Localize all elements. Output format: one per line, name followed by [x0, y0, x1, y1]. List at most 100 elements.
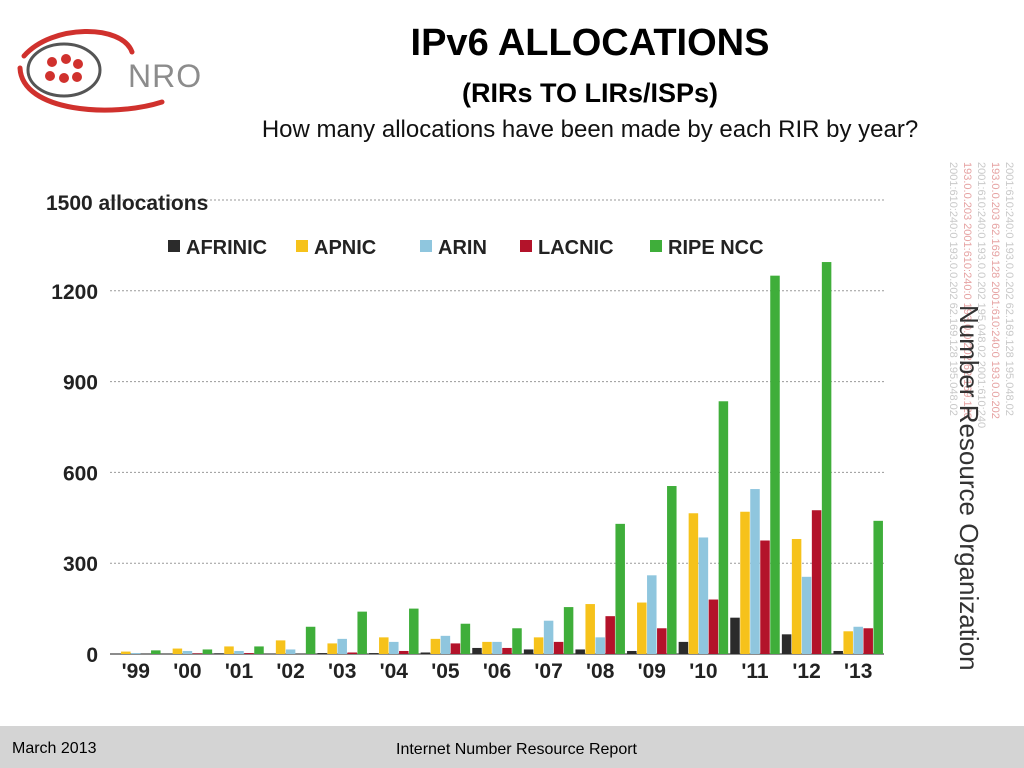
page-title: IPv6 ALLOCATIONS	[410, 22, 770, 64]
x-tick-label: '03	[328, 660, 356, 683]
bar-arin	[440, 635, 451, 654]
x-tick-label: '01	[225, 660, 254, 683]
address-line: 2001:610:240:0 193.0.0.202 62.169.128 19…	[947, 162, 959, 416]
bar-apnic	[121, 651, 131, 654]
bar-arin	[853, 626, 863, 654]
logo-ring	[26, 42, 102, 98]
bar-ripe-ncc	[770, 275, 780, 654]
legend-label: ARIN	[438, 237, 487, 259]
logo-dot	[72, 72, 82, 82]
page-question: How many allocations have been made by e…	[261, 116, 919, 143]
bar-afrinic	[523, 649, 534, 654]
address-watermark: 2001:610:240:0 193.0.0.202 62.169.128 19…	[947, 162, 1015, 428]
bar-lacnic	[657, 628, 667, 654]
org-vertical-text: Number Resource Organization	[954, 305, 984, 671]
bar-ripe-ncc	[718, 401, 729, 654]
bar-afrinic	[575, 649, 585, 654]
bar-arin	[131, 653, 141, 654]
bar-lacnic	[502, 647, 512, 654]
bar-afrinic	[214, 653, 224, 654]
bar-lacnic	[553, 641, 564, 654]
y-tick-label: 300	[63, 553, 98, 576]
bar-ripe-ncc	[563, 607, 574, 654]
legend: AFRINIC APNIC ARIN LACNIC RIPE NCC	[168, 237, 764, 259]
y-tick-label: 0	[86, 644, 98, 667]
x-tick-label: '07	[534, 660, 562, 683]
bar-ripe-ncc	[821, 262, 832, 654]
x-tick-label: '12	[792, 660, 820, 683]
bar-arin	[698, 537, 709, 654]
footer-report-title: Internet Number Resource Report	[396, 741, 637, 758]
y-tick-label: 600	[63, 462, 98, 485]
bar-apnic	[482, 641, 492, 654]
bar-lacnic	[244, 653, 254, 654]
bar-arin	[543, 620, 554, 654]
logo-swoosh-top	[21, 29, 135, 59]
bar-arin	[389, 641, 399, 654]
bar-apnic	[637, 602, 647, 654]
y-tick-label: 1200	[51, 281, 98, 304]
bar-arin	[801, 576, 812, 654]
bar-arin	[337, 638, 347, 654]
bar-arin	[647, 575, 657, 654]
x-tick-label: '04	[380, 660, 409, 683]
x-tick-label: '09	[638, 660, 666, 683]
bar-lacnic	[605, 616, 615, 654]
bar-ripe-ncc	[460, 623, 471, 654]
bar-lacnic	[760, 540, 770, 654]
bar-lacnic	[192, 653, 203, 654]
legend-swatch	[650, 240, 662, 252]
legend-label: APNIC	[314, 237, 376, 259]
footer-date: March 2013	[12, 740, 97, 757]
bar-lacnic	[863, 628, 873, 654]
bar-apnic	[430, 638, 441, 654]
y-tick-label: 900	[63, 372, 98, 395]
bar-ripe-ncc	[873, 520, 883, 654]
bar-arin	[595, 637, 605, 654]
address-line: 193.0.0.203 62.169.128 2001:610:240:0 19…	[989, 162, 1001, 419]
nro-logo	[17, 29, 165, 113]
bar-apnic	[172, 648, 183, 654]
bar-lacnic	[708, 599, 719, 654]
legend-swatch	[520, 240, 532, 252]
bar-arin	[492, 641, 502, 654]
logo-dot	[73, 59, 83, 69]
legend-swatch	[296, 240, 308, 252]
bars	[121, 262, 883, 654]
side-decoration: 2001:610:240:0 193.0.0.202 62.169.128 19…	[944, 160, 1024, 720]
bar-afrinic	[678, 641, 689, 654]
x-tick-labels: '99 '00 '01 '02 '03 '04 '05 '06 '07 '08 '09 '10 '11 '…	[122, 660, 873, 683]
logo-dot	[47, 57, 57, 67]
bar-ripe-ncc	[615, 523, 625, 654]
org-name: Number Resource Organization	[954, 305, 984, 671]
bar-apnic	[327, 643, 337, 654]
x-tick-label: '05	[431, 660, 460, 683]
bar-apnic	[585, 604, 595, 654]
legend-swatch	[420, 240, 432, 252]
bar-lacnic	[347, 652, 357, 654]
bar-afrinic	[781, 634, 792, 654]
address-line: 2001:610:240:0 193.0.0.202 62.169.128 19…	[1003, 162, 1015, 416]
bar-apnic	[791, 538, 802, 654]
legend-swatch	[168, 240, 180, 252]
y-axis-title: 1500 allocations	[46, 192, 208, 215]
bar-ripe-ncc	[357, 611, 367, 654]
x-tick-label: '02	[276, 660, 304, 683]
x-tick-label: '13	[844, 660, 872, 683]
legend-label: AFRINIC	[186, 237, 267, 259]
logo-swoosh-bottom	[17, 65, 165, 113]
address-line: 193.0.0.203 2001:610:240:0 193.0.0.202 6…	[961, 162, 973, 419]
bar-afrinic	[833, 650, 843, 654]
bar-afrinic	[627, 650, 637, 654]
x-tick-label: '99	[122, 660, 150, 683]
x-tick-label: '11	[741, 660, 769, 683]
legend-label: RIPE NCC	[668, 237, 764, 259]
bar-ripe-ncc	[667, 486, 677, 654]
bar-apnic	[224, 646, 234, 654]
bar-afrinic	[317, 653, 327, 654]
address-line: 2001:610:240:0 193.0.0.202 195.048.02 20…	[975, 162, 987, 428]
bar-arin	[182, 650, 193, 654]
bar-arin	[285, 649, 296, 654]
bar-ripe-ncc	[305, 626, 316, 654]
